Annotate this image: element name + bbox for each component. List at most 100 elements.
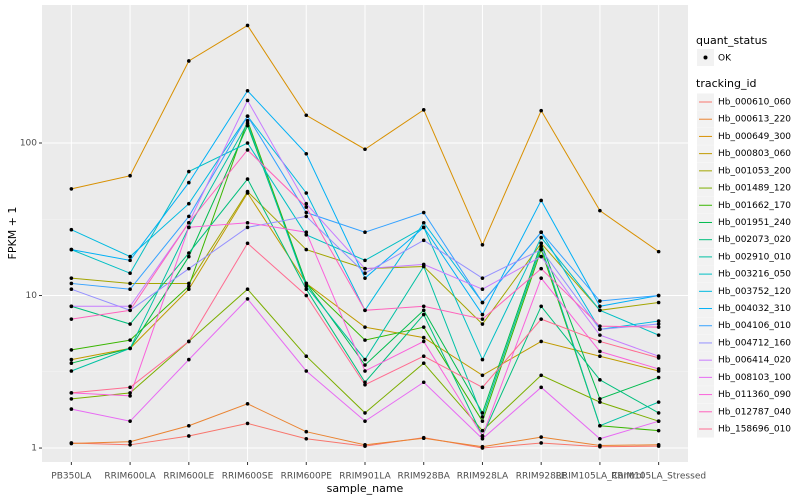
data-point (421, 312, 426, 317)
data-point (245, 421, 250, 426)
legend-label: Hb_001662_170 (718, 201, 791, 211)
data-point (187, 357, 191, 362)
data-point (480, 300, 485, 305)
data-point (363, 338, 367, 342)
data-point (128, 439, 132, 444)
legend-label: Hb_006414_020 (718, 356, 791, 366)
data-point (245, 225, 250, 230)
x-tick-label: PB350LA (51, 472, 92, 482)
legend-label: Hb_012787_040 (718, 407, 791, 417)
data-point (187, 251, 191, 255)
data-point (363, 147, 367, 152)
data-point (69, 397, 74, 401)
data-point (480, 276, 485, 280)
data-point (245, 141, 250, 145)
data-point (421, 220, 426, 225)
data-point (363, 380, 367, 385)
data-point (539, 108, 543, 113)
data-point (69, 407, 74, 411)
x-tick-label: RRIM105LA_Stressed (611, 472, 706, 482)
y-tick-label: 100 (20, 138, 37, 148)
data-point (421, 335, 426, 340)
data-point (128, 443, 132, 447)
data-point (539, 373, 543, 378)
data-point (539, 276, 543, 280)
data-point (304, 191, 309, 195)
x-tick-label: RRIM600SE (222, 472, 274, 482)
legend-label: Hb_004712_160 (718, 338, 791, 348)
data-point (363, 369, 367, 373)
data-point (128, 271, 132, 276)
legend-label: Hb_158696_010 (718, 425, 791, 435)
data-point (187, 434, 191, 438)
data-point (304, 113, 309, 118)
data-point (363, 230, 367, 235)
data-point (539, 254, 543, 259)
legend-label: Hb_003752_120 (718, 287, 791, 297)
data-point (539, 317, 543, 321)
data-point (363, 411, 367, 415)
data-point (421, 339, 426, 344)
data-point (421, 354, 426, 359)
data-point (656, 322, 661, 326)
data-point (539, 441, 543, 445)
data-point (69, 287, 74, 292)
data-point (656, 319, 661, 323)
data-point (598, 299, 602, 303)
legend-label: Hb_003216_050 (718, 270, 791, 280)
x-tick-label: RRIM928LE (516, 472, 567, 482)
data-point (245, 220, 250, 225)
legend-label: Hb_002910_010 (718, 252, 791, 262)
x-tick-label: RRIM105LA_Control (556, 472, 645, 482)
legend-label: Hb_000613_220 (718, 115, 791, 125)
data-point (187, 281, 191, 286)
data-point (363, 271, 367, 276)
data-point (656, 249, 661, 254)
data-point (539, 244, 543, 249)
data-point (187, 266, 191, 271)
data-point (598, 333, 602, 337)
data-point (187, 169, 191, 174)
data-point (539, 385, 543, 390)
data-point (304, 233, 309, 237)
legend-label: Hb_008103_100 (718, 373, 791, 383)
data-point (245, 402, 250, 406)
data-point (421, 304, 426, 309)
data-point (187, 59, 191, 63)
data-point (656, 428, 661, 433)
data-point (421, 361, 426, 365)
data-point (363, 443, 367, 447)
data-point (69, 187, 74, 191)
data-point (128, 281, 132, 286)
x-tick-label: RRIM901LA (339, 472, 391, 482)
data-point (187, 423, 191, 428)
data-point (539, 230, 543, 235)
data-point (539, 198, 543, 203)
data-point (598, 324, 602, 328)
data-point (656, 443, 661, 447)
data-point (656, 300, 661, 305)
data-point (245, 287, 250, 292)
legend-label: Hb_004106_010 (718, 321, 791, 331)
data-point (69, 361, 74, 365)
data-point (598, 378, 602, 382)
data-point (421, 262, 426, 267)
data-point (480, 357, 485, 362)
data-point (363, 266, 367, 271)
data-point (304, 214, 309, 219)
data-point (539, 304, 543, 309)
data-point (304, 436, 309, 441)
data-point (539, 235, 543, 240)
legend-label: Hb_001489_120 (718, 184, 791, 194)
data-point (480, 317, 485, 321)
data-point (304, 287, 309, 292)
data-point (245, 23, 250, 28)
data-point (480, 373, 485, 378)
legend-title: quant_status (696, 34, 768, 47)
data-point (187, 214, 191, 219)
data-point (656, 419, 661, 423)
data-point (598, 308, 602, 313)
data-point (656, 333, 661, 337)
data-point (656, 400, 661, 404)
data-point (128, 287, 132, 292)
